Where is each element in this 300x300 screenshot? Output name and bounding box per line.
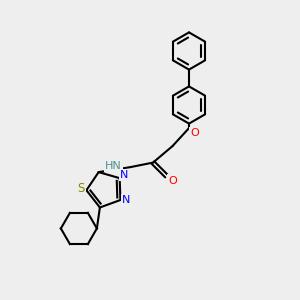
Text: S: S — [77, 182, 85, 195]
Text: O: O — [168, 176, 177, 186]
Text: HN: HN — [105, 160, 122, 171]
Text: N: N — [122, 195, 130, 205]
Text: N: N — [120, 170, 128, 180]
Text: O: O — [190, 128, 199, 139]
